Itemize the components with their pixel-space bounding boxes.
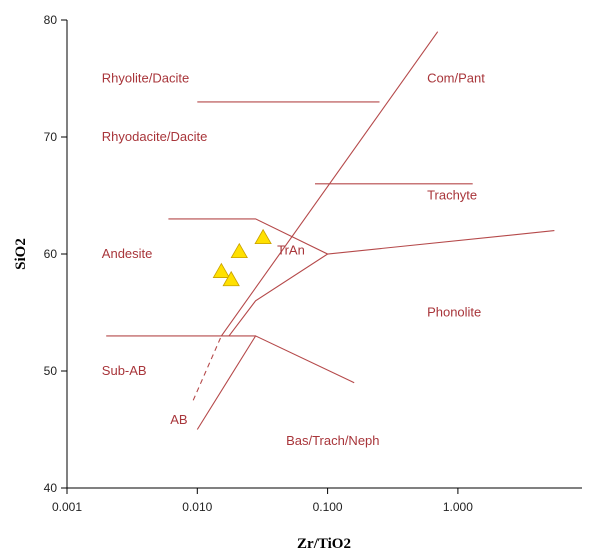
- sample-point: [222, 270, 240, 287]
- field-label: Bas/Trach/Neph: [286, 433, 379, 448]
- y-tick-label: 40: [44, 481, 58, 495]
- field-label: Sub-AB: [102, 363, 147, 378]
- y-axis-title: SiO2: [13, 238, 29, 270]
- x-tick-label: 0.100: [313, 500, 343, 514]
- x-tick-label: 1.000: [443, 500, 473, 514]
- field-label: Com/Pant: [427, 71, 485, 86]
- y-tick-label: 60: [44, 247, 58, 261]
- field-boundary-line: [168, 218, 555, 255]
- y-tick-label: 70: [44, 130, 58, 144]
- y-tick-label: 80: [44, 13, 58, 27]
- field-boundary-line: [228, 253, 328, 337]
- x-axis-title: Zr/TiO2: [297, 536, 351, 552]
- field-boundaries: [106, 31, 555, 430]
- field-label: AB: [170, 412, 187, 427]
- sample-point: [230, 242, 248, 259]
- x-tick-label: 0.010: [182, 500, 212, 514]
- field-label: Phonolite: [427, 305, 481, 320]
- field-label: Trachyte: [427, 188, 477, 203]
- sample-points: [212, 228, 272, 287]
- x-tick-label: 0.001: [52, 500, 82, 514]
- field-label: Andesite: [102, 246, 153, 261]
- sample-point: [212, 262, 231, 278]
- field-labels: Rhyolite/Dacite Rhyodacite/Dacite Com/Pant…: [102, 71, 485, 449]
- y-ticks: 40 50 60 70 80: [44, 13, 67, 495]
- field-label: Rhyodacite/Dacite: [102, 129, 207, 144]
- field-boundary-line: [192, 335, 222, 401]
- field-boundary-line: [196, 335, 355, 430]
- x-ticks: 0.001 0.010 0.100 1.000: [52, 488, 473, 514]
- field-label: Rhyolite/Dacite: [102, 71, 189, 86]
- sample-point: [254, 228, 272, 245]
- y-tick-label: 50: [44, 364, 58, 378]
- field-label: TrAn: [277, 242, 305, 257]
